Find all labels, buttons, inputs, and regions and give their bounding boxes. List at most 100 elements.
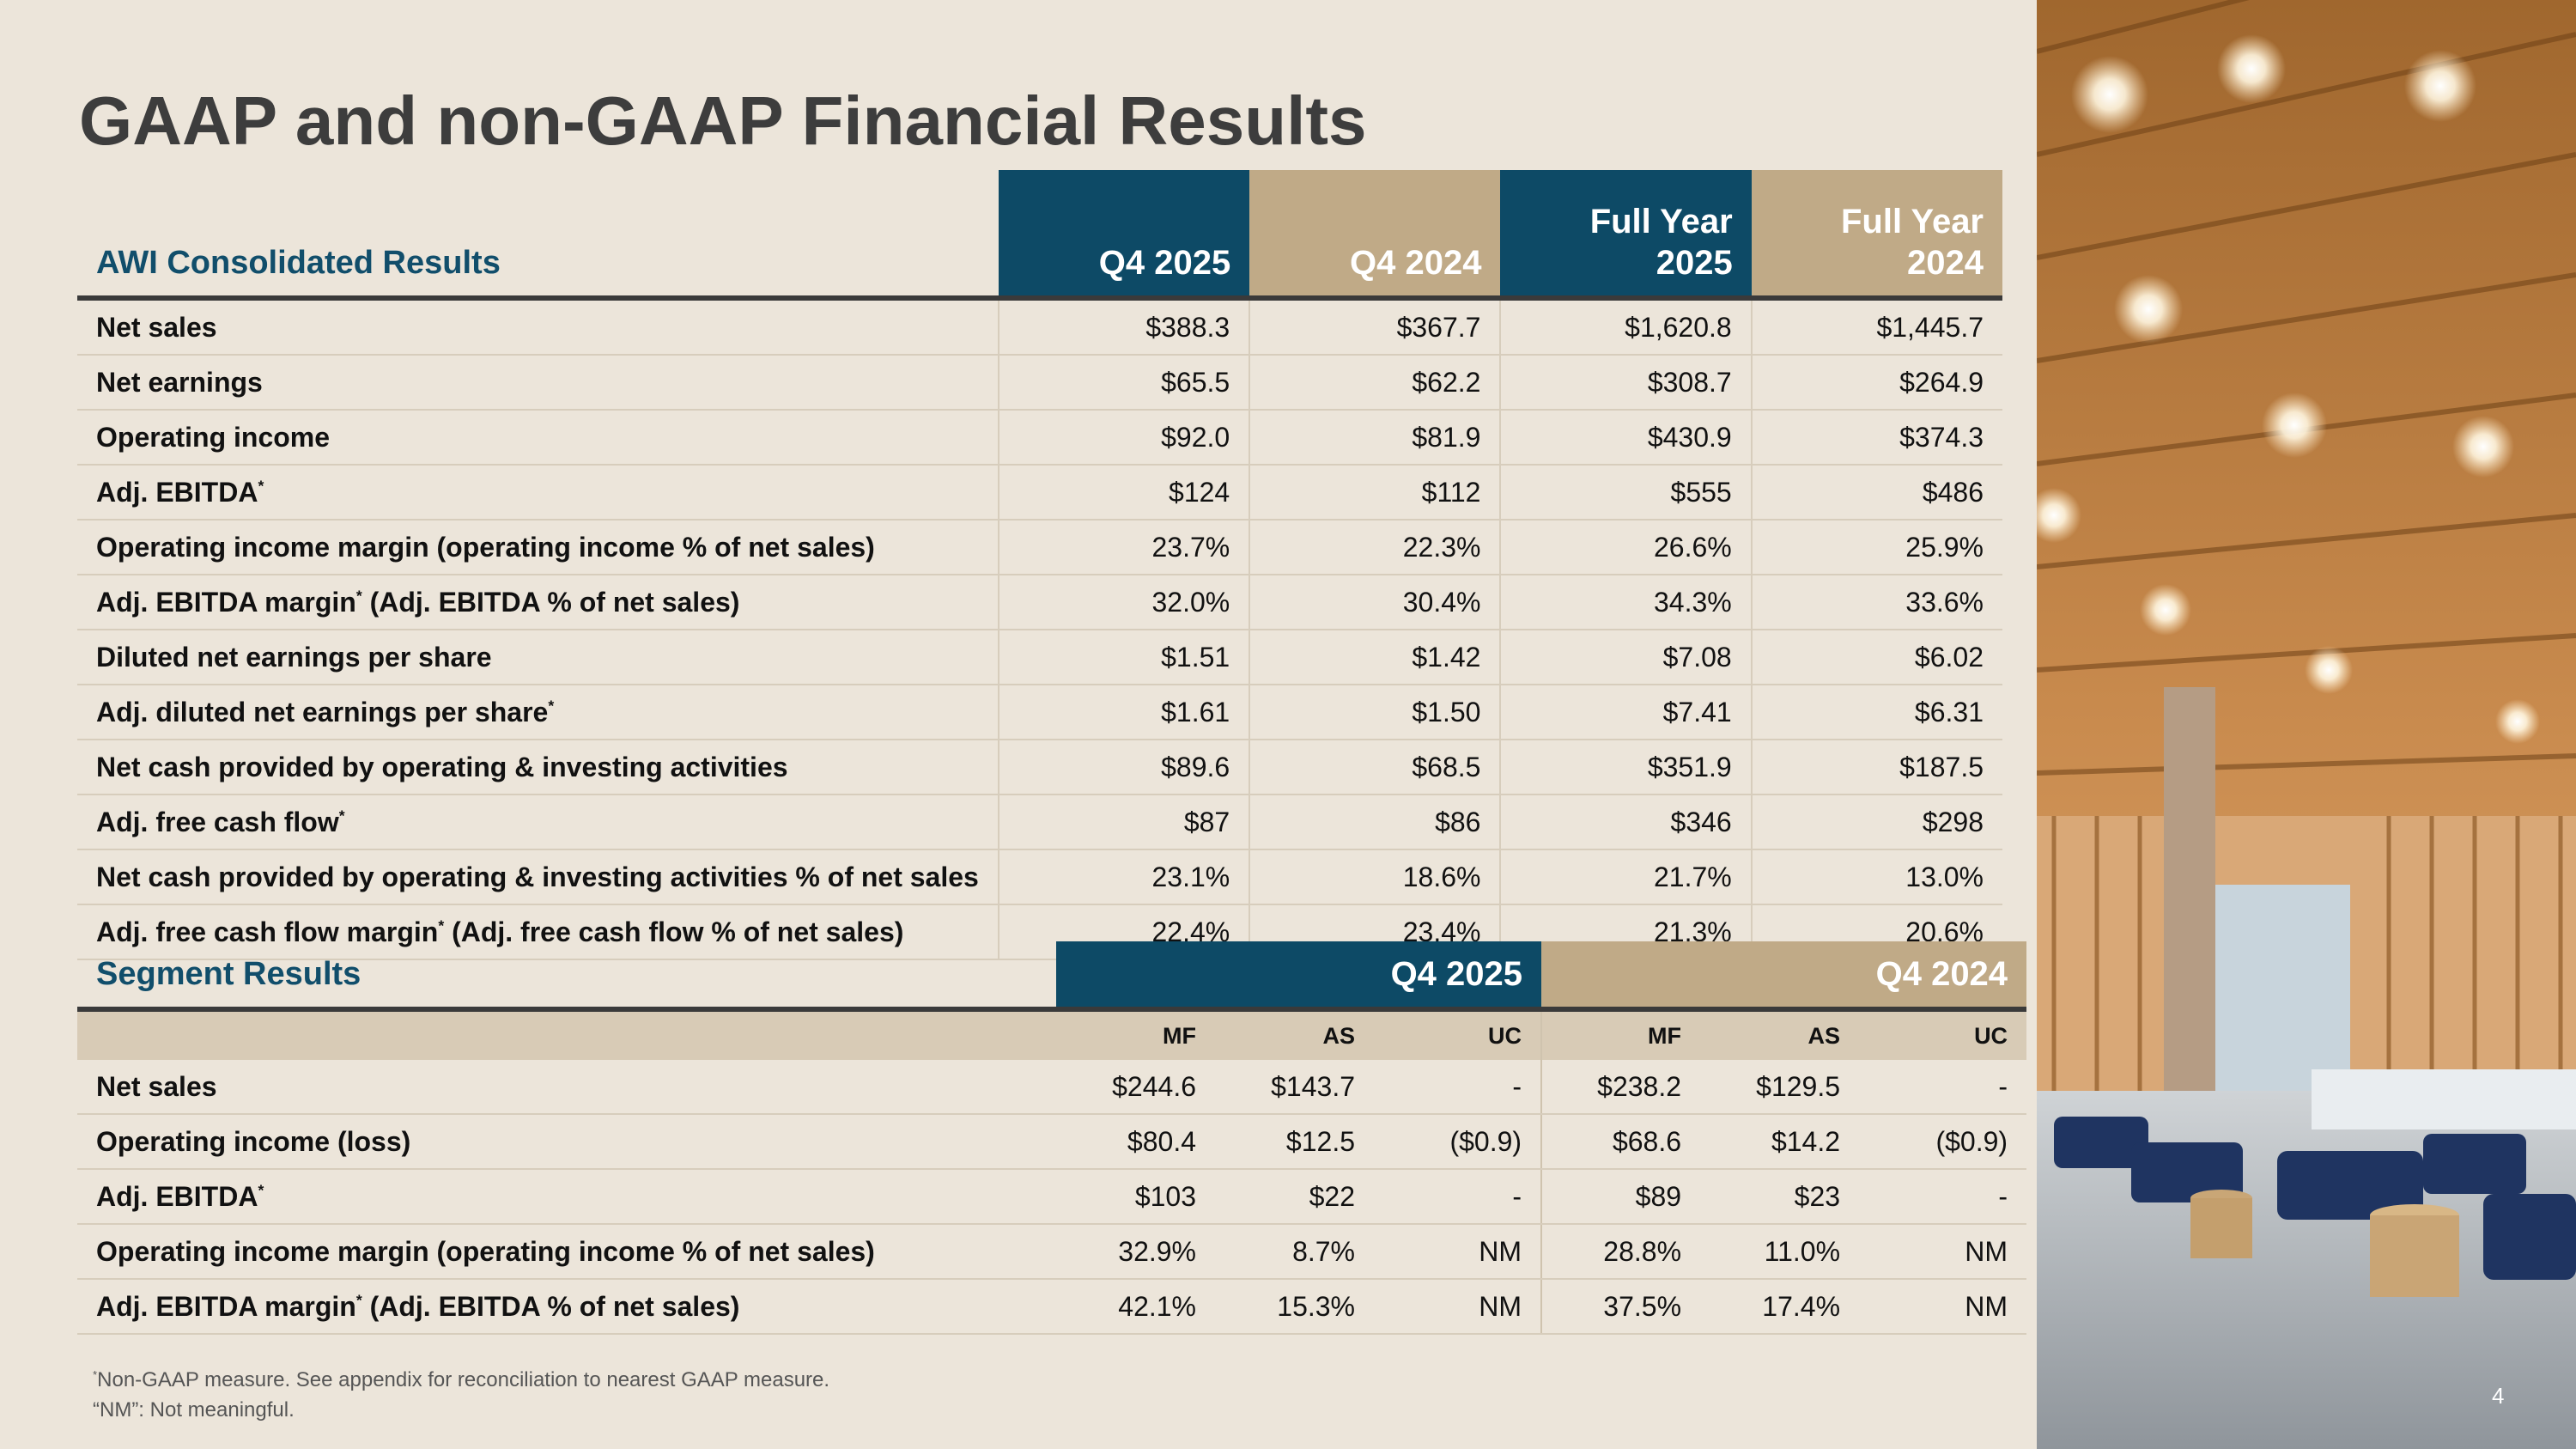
table-row: Diluted net earnings per share $1.51 $1.42… [77,630,2002,685]
subheader-mf: MF [1056,1009,1215,1060]
cell-value: $22 [1215,1169,1374,1225]
table-row: Operating income (loss) $80.4 $12.5 ($0.9) $… [77,1114,2027,1170]
cell-value: $430.9 [1499,410,1752,466]
table-row: Adj. diluted net earnings per share* $1.6… [77,685,2002,740]
segment-subheader-blank [77,1009,1056,1060]
cell-value: $244.6 [1056,1060,1215,1115]
cell-value: $124 [997,465,1250,521]
subheader-as: AS [1215,1009,1374,1060]
cell-value: NM [1374,1224,1543,1280]
cell-value: $486 [1750,465,2002,521]
table-row: Operating income $92.0 $81.9 $430.9 $374.3 [77,410,2002,466]
page-title: GAAP and non-GAAP Financial Results [79,82,1367,159]
consolidated-results-table: AWI Consolidated Results Q4 2025 Q4 2024… [77,170,2002,960]
segment-period-q4-2024: Q4 2024 [1541,941,2027,1009]
cell-value: $68.5 [1249,740,1501,795]
cell-value: $1.42 [1249,630,1501,685]
segment-header-row: Segment Results Q4 2025 Q4 2024 [77,941,2027,1009]
consolidated-header-row: AWI Consolidated Results Q4 2025 Q4 2024… [77,170,2002,298]
cell-value: $68.6 [1541,1114,1701,1170]
row-label-operating-income-loss: Operating income (loss) [77,1114,1056,1170]
cell-value: $6.31 [1750,685,2002,740]
cell-value: $81.9 [1249,410,1501,466]
cell-value: $367.7 [1249,298,1501,356]
cell-value: 25.9% [1750,520,2002,575]
col-header-q4-2024: Q4 2024 [1249,170,1501,298]
page-number: 4 [2492,1383,2505,1409]
row-label-net-cash-provided-by-operating-investing-activities-of-net-sales: Net cash provided by operating & investi… [77,849,999,905]
cell-value: NM [1859,1224,2027,1280]
cell-value: 42.1% [1056,1279,1215,1335]
cell-value: ($0.9) [1374,1114,1543,1170]
table-row: Adj. EBITDA margin* (Adj. EBITDA % of ne… [77,1279,2027,1335]
col-header-fy-2025: Full Year 2025 [1500,170,1752,298]
segment-results-table: Segment Results Q4 2025 Q4 2024 MF AS UC… [77,941,2027,1335]
subheader-uc: UC [1374,1009,1543,1060]
cell-value: 22.3% [1249,520,1501,575]
subheader-mf: MF [1541,1009,1701,1060]
table-row: Adj. free cash flow* $87 $86 $346 $298 [77,795,2002,850]
cell-value: ($0.9) [1859,1114,2027,1170]
subheader-as: AS [1700,1009,1860,1060]
cell-value: - [1374,1060,1543,1115]
cell-value: 32.9% [1056,1224,1215,1280]
cell-value: $374.3 [1750,410,2002,466]
cell-value: 8.7% [1215,1224,1374,1280]
cell-value: $1.61 [997,685,1250,740]
row-label-adj-free-cash-flow-margin-adj-free-cash-flow-of-net-sales: Adj. free cash flow margin* (Adj. free c… [77,904,999,960]
row-label-operating-income-margin-operating-income-of-net-sales: Operating income margin (operating incom… [77,1224,1056,1280]
cell-value: $23 [1700,1169,1860,1225]
cell-value: $555 [1499,465,1752,521]
table-row: Adj. EBITDA* $103 $22- $89 $23- [77,1169,2027,1225]
cell-value: $308.7 [1499,355,1752,411]
cell-value: 15.3% [1215,1279,1374,1335]
cell-value: 28.8% [1541,1224,1701,1280]
footnote-non-gaap: *Non-GAAP measure. See appendix for reco… [93,1367,830,1391]
row-label-adj-ebitda-margin-adj-ebitda-of-net-sales: Adj. EBITDA margin* (Adj. EBITDA % of ne… [77,1279,1056,1335]
table-row: Adj. EBITDA margin* (Adj. EBITDA % of ne… [77,575,2002,630]
cell-value: $89.6 [997,740,1250,795]
table-row: Operating income margin (operating incom… [77,520,2002,575]
cell-value: $65.5 [997,355,1250,411]
cell-value: 13.0% [1750,849,2002,905]
table-row: Operating income margin (operating incom… [77,1224,2027,1280]
cell-value: $143.7 [1215,1060,1374,1115]
cell-value: $87 [997,795,1250,850]
cell-value: 32.0% [997,575,1250,630]
cell-value: $62.2 [1249,355,1501,411]
table-row: Net sales $244.6 $143.7- $238.2 $129.5- [77,1060,2027,1115]
cell-value: 23.7% [997,520,1250,575]
cell-value: 17.4% [1700,1279,1860,1335]
cell-value: $112 [1249,465,1501,521]
cell-value: 26.6% [1499,520,1752,575]
cell-value: - [1374,1169,1543,1225]
cell-value: $103 [1056,1169,1215,1225]
cell-value: $298 [1750,795,2002,850]
cell-value: $12.5 [1215,1114,1374,1170]
col-header-fy-2024: Full Year 2024 [1751,170,2002,298]
cell-value: $89 [1541,1169,1701,1225]
row-label-adj-diluted-net-earnings-per-share: Adj. diluted net earnings per share* [77,685,999,740]
cell-value: $187.5 [1750,740,2002,795]
cell-value: 30.4% [1249,575,1501,630]
row-label-net-sales: Net sales [77,298,999,356]
table-row: Net cash provided by operating & investi… [77,740,2002,795]
cell-value: NM [1859,1279,2027,1335]
cell-value: $129.5 [1700,1060,1860,1115]
table-row: Net sales $388.3 $367.7 $1,620.8 $1,445.7 [77,298,2002,356]
col-header-q4-2025: Q4 2025 [998,170,1250,298]
cell-value: $351.9 [1499,740,1752,795]
cell-value: $14.2 [1700,1114,1860,1170]
footnotes: *Non-GAAP measure. See appendix for reco… [93,1366,829,1426]
cell-value: $80.4 [1056,1114,1215,1170]
row-label-adj-ebitda-margin-adj-ebitda-of-net-sales: Adj. EBITDA margin* (Adj. EBITDA % of ne… [77,575,999,630]
cell-value: $1,620.8 [1499,298,1752,356]
segment-period-q4-2025: Q4 2025 [1056,941,1542,1009]
segment-section-label: Segment Results [96,955,361,992]
cell-value: $238.2 [1541,1060,1701,1115]
cell-value: $1.50 [1249,685,1501,740]
row-label-adj-ebitda: Adj. EBITDA* [77,1169,1056,1225]
row-label-operating-income-margin-operating-income-of-net-sales: Operating income margin (operating incom… [77,520,999,575]
cell-value: $86 [1249,795,1501,850]
cell-value: $1.51 [997,630,1250,685]
